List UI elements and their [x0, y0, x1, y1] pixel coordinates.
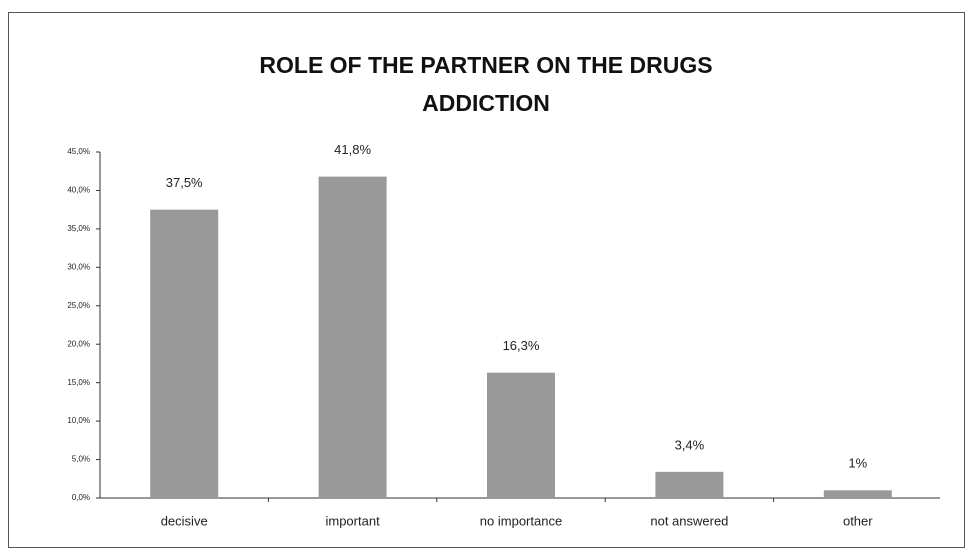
value-label: 3,4%	[675, 437, 705, 452]
x-tick-label: decisive	[161, 513, 208, 528]
x-tick-label: no importance	[480, 513, 562, 528]
x-tick-label: other	[843, 513, 873, 528]
bar	[655, 471, 724, 498]
value-label: 37,5%	[166, 175, 203, 190]
x-tick-label: not answered	[650, 513, 728, 528]
value-label: 1%	[848, 456, 867, 471]
chart-title: ROLE OF THE PARTNER ON THE DRUGS ADDICTI…	[259, 52, 713, 116]
y-tick-label: 25,0%	[67, 301, 90, 310]
y-tick-label: 45,0%	[67, 147, 90, 156]
bar	[487, 372, 555, 498]
x-tick-label: important	[325, 513, 380, 528]
bar	[318, 176, 387, 499]
value-label: 41,8%	[334, 142, 371, 157]
y-tick-label: 15,0%	[67, 378, 90, 387]
y-tick-label: 0,0%	[72, 493, 90, 502]
y-tick-label: 30,0%	[67, 262, 90, 271]
bar	[150, 209, 219, 498]
y-tick-label: 40,0%	[67, 186, 90, 195]
y-tick-label: 35,0%	[67, 224, 90, 233]
y-tick-label: 10,0%	[67, 416, 90, 425]
bar	[823, 490, 892, 498]
value-label: 16,3%	[503, 338, 540, 353]
y-tick-label: 20,0%	[67, 339, 90, 348]
y-tick-label: 5,0%	[72, 455, 90, 464]
chart-frame	[8, 12, 965, 548]
